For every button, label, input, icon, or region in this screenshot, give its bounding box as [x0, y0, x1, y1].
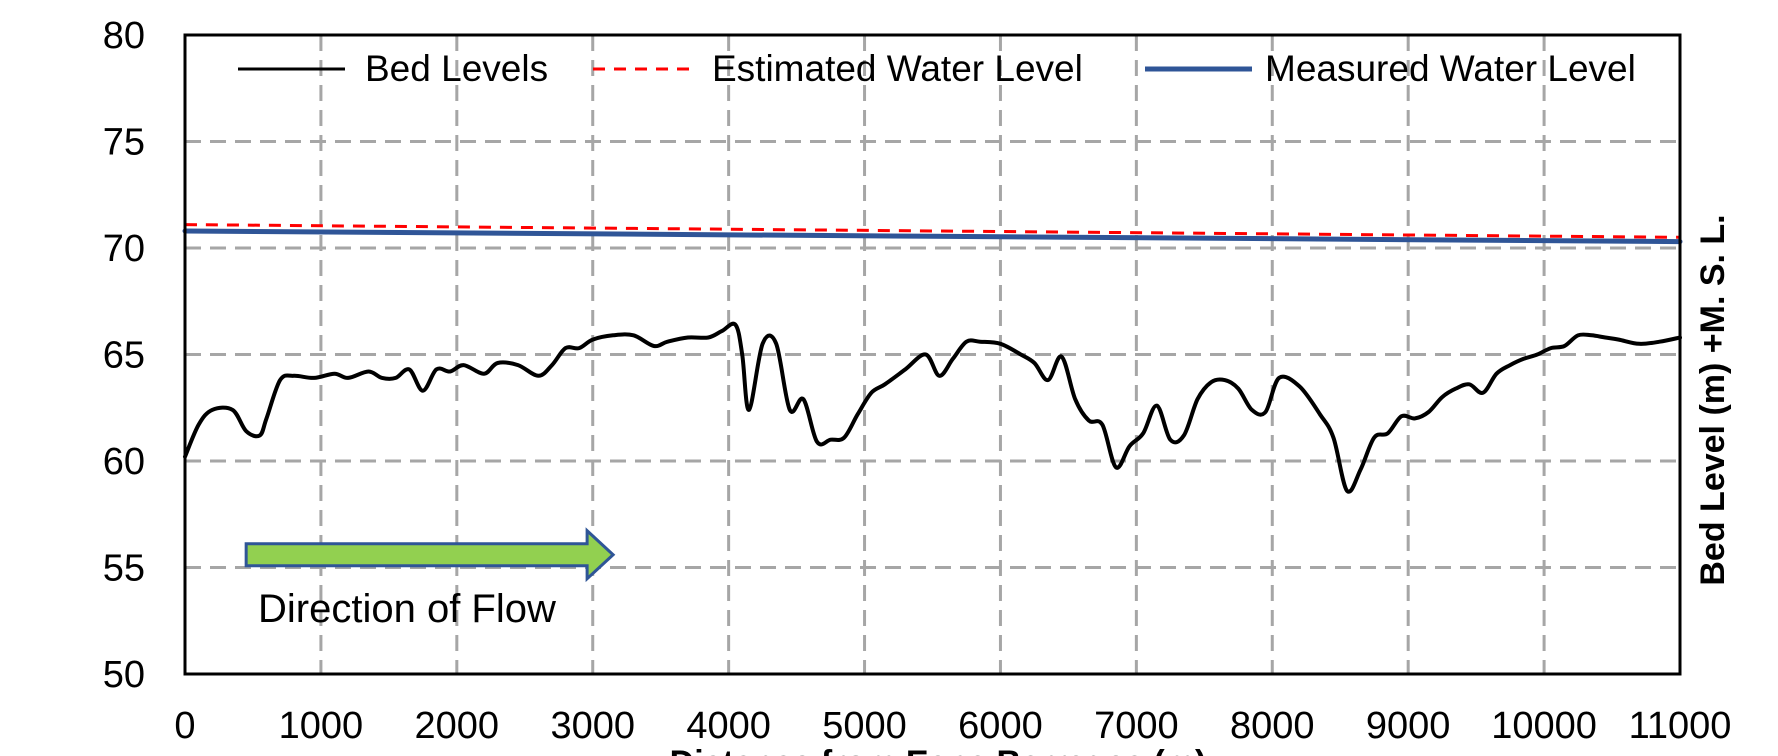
- legend-label-bed-levels: Bed Levels: [365, 48, 548, 89]
- x-tick-label: 1000: [279, 705, 364, 747]
- y-tick-label: 75: [103, 122, 145, 164]
- y-tick-label: 80: [103, 15, 145, 57]
- y-tick-label: 60: [103, 441, 145, 483]
- series-line-bed-levels: [183, 321, 1682, 494]
- x-tick-labels: 0 1000 2000 3000 4000 5000 6000 7000 8000 9000 100…: [174, 705, 1731, 747]
- plot-area-border: [183, 33, 1682, 676]
- flow-direction-arrow: [244, 527, 616, 583]
- y-tick-label: 50: [103, 654, 145, 696]
- legend-label-estimated-water-level: Estimated Water Level: [712, 48, 1083, 89]
- x-tick-label: 11000: [1629, 705, 1732, 747]
- series-lines: [182, 223, 1683, 494]
- x-tick-label: 0: [174, 705, 195, 747]
- y-tick-label: 65: [103, 335, 145, 377]
- y-tick-label: 70: [103, 228, 145, 270]
- x-tick-label: 9000: [1366, 705, 1451, 747]
- gridlines: [185, 35, 1680, 674]
- x-tick-label: 5000: [822, 705, 907, 747]
- y-tick-label: 55: [103, 548, 145, 590]
- legend: Bed Levels Estimated Water Level Measure…: [238, 48, 1636, 89]
- y-axis-title: Bed Level (m) +M. S. L.: [1694, 214, 1732, 585]
- series-line-measured-water-level: [182, 228, 1683, 245]
- legend-label-measured-water-level: Measured Water Level: [1265, 48, 1636, 89]
- x-tick-label: 3000: [550, 705, 635, 747]
- x-tick-label: 10000: [1491, 705, 1597, 747]
- flow-annotation: Direction of Flow: [244, 527, 616, 631]
- series-line-estimated-water-level: [184, 223, 1681, 239]
- x-axis-title: Distance from Esna Barrages (m): [670, 744, 1207, 756]
- x-tick-label: 8000: [1230, 705, 1315, 747]
- x-tick-label: 4000: [686, 705, 771, 747]
- x-tick-label: 6000: [958, 705, 1043, 747]
- y-tick-labels: 50 55 60 65 70 75 80: [103, 15, 145, 696]
- x-tick-label: 7000: [1094, 705, 1179, 747]
- x-tick-label: 2000: [415, 705, 500, 747]
- flow-direction-label: Direction of Flow: [258, 587, 556, 631]
